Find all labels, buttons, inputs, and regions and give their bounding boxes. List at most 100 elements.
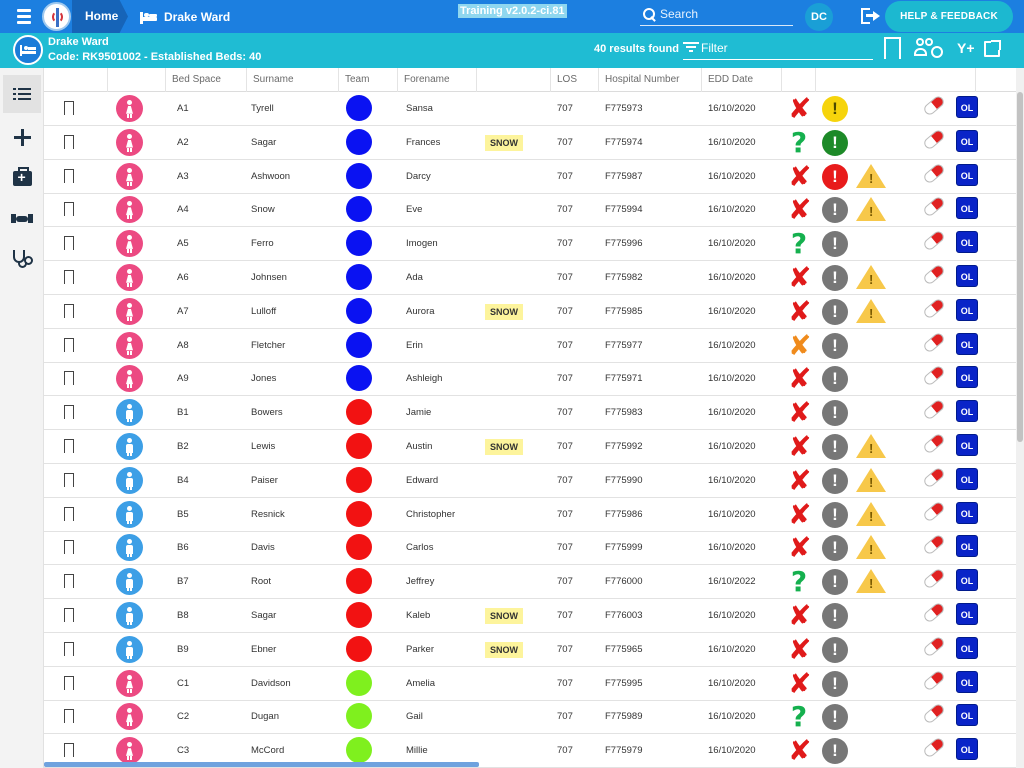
bookmark-icon[interactable] xyxy=(64,439,74,454)
medication-pill-icon[interactable] xyxy=(922,94,946,117)
medication-pill-icon[interactable] xyxy=(922,128,946,151)
table-row[interactable]: A9 Jones Ashleigh 707 F775971 16/10/2020 ✘! OL xyxy=(44,362,1016,397)
bookmark-icon[interactable] xyxy=(64,506,74,522)
bookmark-icon[interactable] xyxy=(64,608,74,623)
breadcrumb-home[interactable]: Home xyxy=(72,0,128,33)
filter-box[interactable] xyxy=(683,36,873,60)
ol-badge-button[interactable]: OL xyxy=(956,265,978,287)
bookmark-icon[interactable] xyxy=(64,675,74,691)
col-header-forename[interactable]: Forename xyxy=(397,68,476,92)
cross-icon[interactable]: ✘ xyxy=(788,531,812,565)
cross-icon[interactable]: ✘ xyxy=(788,396,812,430)
table-row[interactable]: B4 Paiser Edward 707 F775990 16/10/2020 ✘!! OL xyxy=(44,464,1016,498)
logout-icon[interactable] xyxy=(861,8,881,24)
cross-icon[interactable]: ✘ xyxy=(788,261,812,294)
horizontal-scroll-thumb[interactable] xyxy=(44,762,479,767)
question-mark-icon[interactable]: ? xyxy=(790,565,808,599)
rail-list-button[interactable] xyxy=(3,75,41,113)
medication-pill-icon[interactable] xyxy=(922,330,946,354)
bookmark-icon[interactable] xyxy=(64,540,74,556)
cross-icon[interactable]: ✘ xyxy=(788,362,812,396)
medication-pill-icon[interactable] xyxy=(922,161,946,185)
bookmark-icon[interactable] xyxy=(64,270,74,285)
alert-grey-icon[interactable]: ! xyxy=(822,467,848,494)
bookmark-icon[interactable] xyxy=(64,101,74,116)
warning-triangle-icon[interactable]: ! xyxy=(856,535,886,561)
ol-badge-button[interactable]: OL xyxy=(956,197,978,220)
bookmark-icon[interactable] xyxy=(64,641,74,657)
ol-badge-button[interactable]: OL xyxy=(956,298,978,321)
vertical-scroll-thumb[interactable] xyxy=(1017,92,1023,442)
col-header-surname[interactable]: Surname xyxy=(246,68,338,92)
menu-icon[interactable] xyxy=(14,7,36,25)
ol-badge-button[interactable]: OL xyxy=(956,129,978,152)
medication-pill-icon[interactable] xyxy=(922,567,946,590)
bookmark-icon[interactable] xyxy=(64,202,74,218)
medication-pill-icon[interactable] xyxy=(922,533,946,557)
alert-grey-icon[interactable]: ! xyxy=(822,298,848,325)
bookmark-icon[interactable] xyxy=(64,134,74,150)
table-row[interactable]: B6 Davis Carlos 707 F775999 16/10/2020 ✘!! OL xyxy=(44,531,1016,566)
alert-yellow-icon[interactable]: ! xyxy=(822,96,848,122)
alert-grey-icon[interactable]: ! xyxy=(822,265,848,291)
table-row[interactable]: C1 Davidson Amelia 707 F775995 16/10/2020 ✘! OL xyxy=(44,667,1016,701)
cross-icon[interactable]: ✘ xyxy=(788,92,812,125)
bookmark-icon[interactable] xyxy=(64,743,74,759)
ol-badge-button[interactable]: OL xyxy=(956,231,978,254)
ol-badge-button[interactable]: OL xyxy=(956,670,978,693)
table-row[interactable]: A1 Tyrell Sansa 707 F775973 16/10/2020 ✘! OL xyxy=(44,92,1016,126)
alert-grey-icon[interactable]: ! xyxy=(822,366,848,393)
table-row[interactable]: A2 Sagar Frances SNOW 707 F775974 16/10/2020?!… xyxy=(44,126,1016,160)
rail-add-button[interactable] xyxy=(3,118,41,156)
warning-triangle-icon[interactable]: ! xyxy=(856,434,886,460)
medication-pill-icon[interactable] xyxy=(922,668,946,692)
user-avatar[interactable]: DC xyxy=(805,3,833,31)
medication-pill-icon[interactable] xyxy=(922,635,946,658)
alert-grey-icon[interactable]: ! xyxy=(822,197,848,224)
alert-grey-icon[interactable]: ! xyxy=(822,535,848,562)
cross-icon[interactable]: ✘ xyxy=(788,294,812,328)
alert-grey-icon[interactable]: ! xyxy=(822,501,848,528)
medication-pill-icon[interactable] xyxy=(922,736,946,759)
cross-icon[interactable]: ✘ xyxy=(788,193,812,227)
ol-badge-button[interactable]: OL xyxy=(956,332,978,355)
breadcrumb-ward[interactable]: Drake Ward xyxy=(140,0,230,33)
bookmark-icon[interactable] xyxy=(64,168,74,184)
alert-green-icon[interactable]: ! xyxy=(822,129,848,156)
table-row[interactable]: B5 Resnick Christopher 707 F775986 16/10/2020… xyxy=(44,498,1016,532)
help-feedback-button[interactable]: HELP & FEEDBACK xyxy=(885,1,1013,32)
cross-icon[interactable]: ✘ xyxy=(788,430,812,463)
open-external-icon[interactable] xyxy=(984,40,1001,57)
col-header-hospital-number[interactable]: Hospital Number xyxy=(598,68,701,92)
alert-grey-icon[interactable]: ! xyxy=(822,569,848,596)
col-header-bed-space[interactable]: Bed Space xyxy=(165,68,246,92)
ol-badge-button[interactable]: OL xyxy=(956,163,978,186)
bookmark-icon[interactable] xyxy=(64,472,74,488)
alert-grey-icon[interactable]: ! xyxy=(822,400,848,427)
filter-input[interactable] xyxy=(701,40,861,55)
table-row[interactable]: B2 Lewis Austin SNOW 707 F775992 16/10/2020 ✘!!… xyxy=(44,430,1016,464)
table-row[interactable]: A4 Snow Eve 707 F775994 16/10/2020 ✘!! OL xyxy=(44,193,1016,228)
warning-triangle-icon[interactable]: ! xyxy=(856,197,886,223)
table-row[interactable]: A8 Fletcher Erin 707 F775977 16/10/2020 ✘! OL xyxy=(44,329,1016,363)
ol-badge-button[interactable]: OL xyxy=(956,400,978,423)
medication-pill-icon[interactable] xyxy=(922,195,946,219)
alert-grey-icon[interactable]: ! xyxy=(822,603,848,629)
cross-icon[interactable]: ✘ xyxy=(788,463,812,497)
cross-icon[interactable]: ✘ xyxy=(788,497,812,531)
medication-pill-icon[interactable] xyxy=(922,702,946,726)
col-header-team[interactable]: Team xyxy=(338,68,397,92)
ol-badge-button[interactable]: OL xyxy=(956,704,978,727)
rail-stethoscope-button[interactable] xyxy=(3,241,41,279)
table-row[interactable]: A3 Ashwoon Darcy 707 F775987 16/10/2020 ✘!! OL xyxy=(44,160,1016,194)
alert-grey-icon[interactable]: ! xyxy=(822,704,848,731)
medication-pill-icon[interactable] xyxy=(922,229,946,252)
ol-badge-button[interactable]: OL xyxy=(956,636,978,659)
rail-handshake-button[interactable] xyxy=(3,200,41,238)
cross-icon[interactable]: ✘ xyxy=(788,666,812,700)
medication-pill-icon[interactable] xyxy=(922,364,946,388)
cross-icon[interactable]: ✘ xyxy=(788,632,812,666)
bookmark-icon[interactable] xyxy=(64,371,74,387)
warning-triangle-icon[interactable]: ! xyxy=(856,163,886,190)
medication-pill-icon[interactable] xyxy=(922,601,946,624)
